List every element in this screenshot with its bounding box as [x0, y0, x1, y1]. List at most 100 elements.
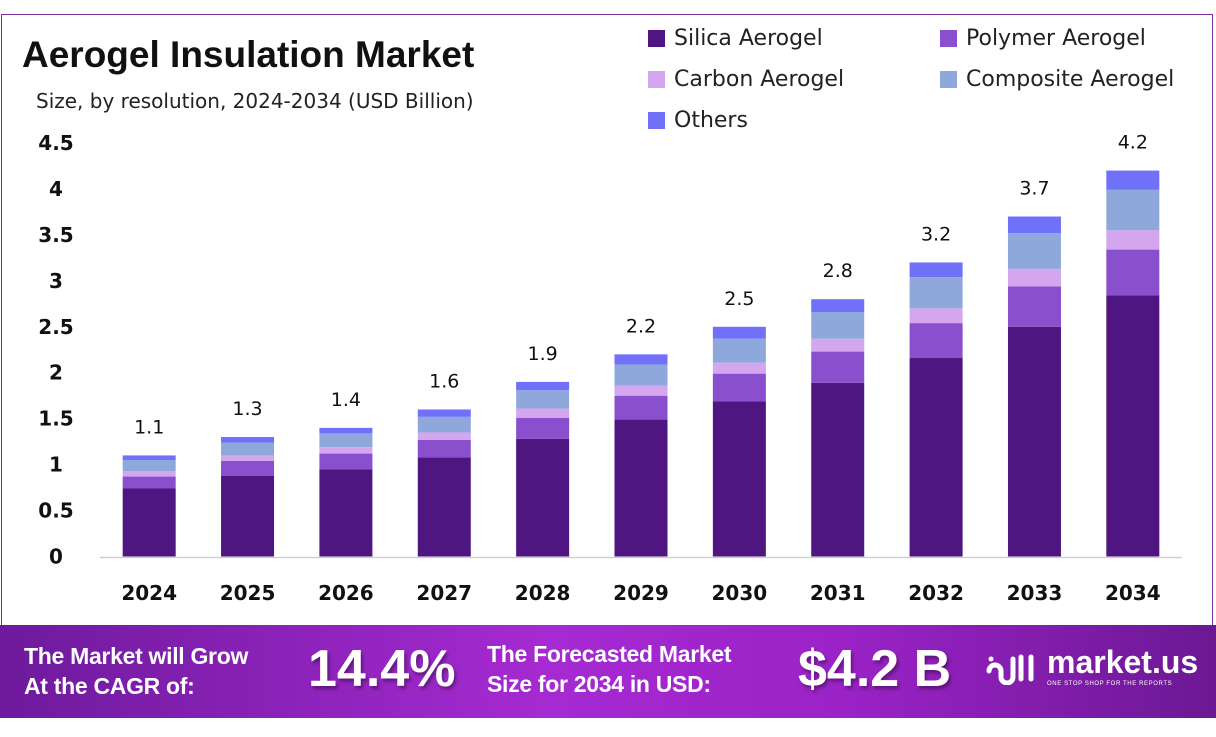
- bar-segment-others: [909, 262, 963, 278]
- y-tick-label: 0: [49, 545, 63, 569]
- y-tick-label: 2.5: [38, 315, 73, 339]
- bar-segment-carbon-aerogel: [417, 432, 471, 440]
- chart-title: Aerogel Insulation Market: [22, 34, 475, 75]
- x-tick-label: 2024: [121, 581, 177, 605]
- bar-segment-silica-aerogel: [516, 438, 570, 557]
- cagr-value: 14.4%: [308, 640, 456, 698]
- legend-swatch: [940, 30, 957, 47]
- y-tick-label: 0.5: [38, 499, 73, 523]
- x-tick-label: 2033: [1007, 581, 1063, 605]
- bar-segment-polymer-aerogel: [1106, 249, 1160, 296]
- legend-label: Polymer Aerogel: [966, 26, 1146, 51]
- x-tick-label: 2029: [613, 581, 669, 605]
- bar-total-label: 3.2: [921, 223, 951, 245]
- bar-segment-carbon-aerogel: [614, 385, 668, 396]
- bar-segment-composite-aerogel: [221, 442, 275, 456]
- bar-total-label: 1.3: [232, 398, 262, 420]
- forecast-label: The Forecasted Market Size for 2034 in U…: [487, 639, 732, 699]
- legend-swatch: [648, 112, 665, 129]
- bar-total-label: 2.5: [724, 288, 754, 310]
- bar-segment-others: [614, 354, 668, 365]
- y-tick-label: 1.5: [38, 407, 73, 431]
- bar-segment-polymer-aerogel: [811, 351, 865, 383]
- bar-total-label: 1.1: [134, 416, 164, 438]
- bar-total-label: 2.8: [823, 260, 853, 282]
- bar-segment-carbon-aerogel: [516, 408, 570, 418]
- x-tick-label: 2028: [515, 581, 571, 605]
- bar-segment-carbon-aerogel: [712, 362, 766, 374]
- y-tick-label: 3.5: [38, 223, 73, 247]
- legend-item: Carbon Aerogel: [648, 67, 844, 92]
- x-tick-label: 2030: [712, 581, 768, 605]
- bar-segment-silica-aerogel: [1007, 326, 1061, 557]
- bar-segment-polymer-aerogel: [614, 395, 668, 420]
- stacked-bar-chart: 0 0.5 1 1.5 2 2.5 3 3.5 4 4.5 1.1 2024 1.3 2025 1.4 202…: [38, 131, 1182, 605]
- legend-item: Composite Aerogel: [940, 67, 1174, 92]
- bar-segment-polymer-aerogel: [221, 460, 275, 476]
- logo-icon: [986, 654, 1034, 685]
- chart-subtitle: Size, by resolution, 2024-2034 (USD Bill…: [36, 89, 474, 113]
- bar-segment-polymer-aerogel: [712, 373, 766, 402]
- x-tick-label: 2034: [1105, 581, 1161, 605]
- y-tick-label: 3: [49, 269, 63, 293]
- bar-segment-others: [811, 299, 865, 313]
- legend-swatch: [648, 30, 665, 47]
- bar-segment-composite-aerogel: [909, 277, 963, 309]
- x-tick-label: 2031: [810, 581, 866, 605]
- bar-segment-polymer-aerogel: [909, 323, 963, 359]
- bar-segment-composite-aerogel: [516, 390, 570, 409]
- bar-segment-others: [1007, 216, 1061, 234]
- bar-segment-carbon-aerogel: [319, 447, 373, 454]
- bar-segment-polymer-aerogel: [319, 453, 373, 470]
- bar-segment-silica-aerogel: [221, 475, 275, 557]
- logo-text: market.us: [1047, 644, 1199, 680]
- bar-segment-composite-aerogel: [1007, 233, 1061, 269]
- y-tick-label: 4.5: [38, 131, 73, 155]
- bar-segment-others: [319, 427, 373, 434]
- summary-banner: The Market will Grow At the CAGR of: 14.…: [0, 625, 1216, 718]
- legend-item: Silica Aerogel: [648, 26, 823, 51]
- bar-total-label: 1.6: [429, 370, 459, 392]
- legend-swatch: [648, 71, 665, 88]
- x-tick-label: 2025: [220, 581, 276, 605]
- bar-segment-carbon-aerogel: [1007, 268, 1061, 287]
- bar-segment-carbon-aerogel: [811, 338, 865, 352]
- x-tick-label: 2027: [416, 581, 472, 605]
- bar-segment-polymer-aerogel: [417, 439, 471, 458]
- legend-item: Polymer Aerogel: [940, 26, 1146, 51]
- bar-segment-composite-aerogel: [122, 460, 176, 472]
- bar-segment-polymer-aerogel: [1007, 286, 1061, 327]
- cagr-label: The Market will Grow At the CAGR of:: [24, 641, 248, 701]
- forecast-label-line1: The Forecasted Market: [487, 641, 732, 667]
- legend-swatch: [940, 71, 957, 88]
- bar-segment-silica-aerogel: [909, 358, 963, 557]
- bar-segment-others: [516, 381, 570, 391]
- bar-segment-others: [221, 437, 275, 443]
- bar-segment-silica-aerogel: [614, 419, 668, 557]
- x-tick-label: 2032: [908, 581, 964, 605]
- bar-segment-silica-aerogel: [712, 401, 766, 557]
- bar-segment-others: [417, 409, 471, 417]
- bar-segment-silica-aerogel: [319, 469, 373, 557]
- forecast-value: $4.2 B: [798, 640, 952, 698]
- cagr-label-line2: At the CAGR of:: [24, 673, 195, 699]
- market-us-logo: market.us ONE STOP SHOP FOR THE REPORTS: [985, 645, 1198, 689]
- bar-segment-composite-aerogel: [712, 338, 766, 363]
- legend-label: Silica Aerogel: [674, 26, 823, 51]
- x-tick-label: 2026: [318, 581, 374, 605]
- bar-segment-others: [1106, 170, 1160, 190]
- bar-segment-silica-aerogel: [811, 382, 865, 557]
- bar-segment-carbon-aerogel: [909, 308, 963, 324]
- y-tick-label: 1: [49, 453, 63, 477]
- bar-segment-composite-aerogel: [614, 364, 668, 386]
- legend-label: Composite Aerogel: [966, 67, 1175, 92]
- bar-total-label: 3.7: [1019, 178, 1049, 200]
- bar-total-label: 1.9: [528, 343, 558, 365]
- forecast-label-line2: Size for 2034 in USD:: [487, 671, 711, 697]
- legend-item: Others: [648, 108, 748, 133]
- legend-label: Others: [674, 108, 748, 133]
- logo-tagline: ONE STOP SHOP FOR THE REPORTS: [1047, 681, 1173, 687]
- bar-segment-carbon-aerogel: [122, 471, 176, 477]
- bar-total-label: 4.2: [1118, 132, 1148, 154]
- bar-segment-carbon-aerogel: [221, 455, 275, 461]
